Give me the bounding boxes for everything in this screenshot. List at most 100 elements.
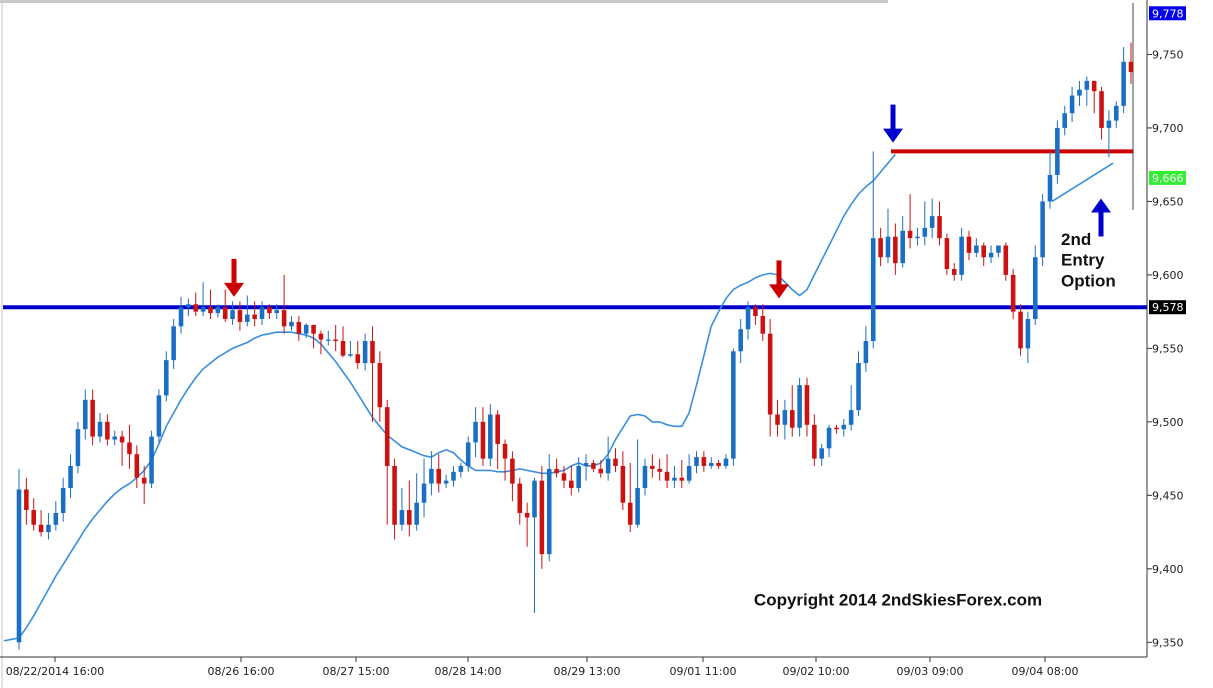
candle-body <box>782 410 788 425</box>
candle-body <box>473 421 478 443</box>
candle-body <box>75 429 81 466</box>
candle-body <box>701 457 707 466</box>
candle-body <box>149 436 154 484</box>
candle <box>1113 101 1119 128</box>
candle-body <box>267 307 272 314</box>
candle <box>281 274 287 334</box>
candle <box>951 263 957 281</box>
candle <box>605 436 611 481</box>
candle-body <box>31 510 37 525</box>
candle-body <box>1047 174 1053 202</box>
candle-body <box>105 421 110 440</box>
candle-body <box>738 329 743 352</box>
candle-body <box>60 487 66 513</box>
candle-body <box>451 471 456 481</box>
candle <box>1099 86 1104 140</box>
candle <box>127 424 132 469</box>
candle <box>620 451 626 511</box>
window-top-bar <box>0 0 888 3</box>
candle-body <box>539 480 545 555</box>
candle-body <box>775 414 780 425</box>
candle-body <box>1018 311 1023 349</box>
candle-body <box>893 236 898 264</box>
candle-body <box>650 465 655 469</box>
candle <box>289 316 294 331</box>
moving-average-line <box>3 153 896 642</box>
candle <box>760 304 766 342</box>
candle-body <box>694 457 699 466</box>
candle <box>90 389 95 446</box>
candle-body <box>495 414 500 444</box>
candle-body <box>834 427 839 430</box>
candle-body <box>1106 120 1112 128</box>
candle-body <box>1069 95 1075 114</box>
candle-body <box>996 245 1001 253</box>
candle <box>532 477 537 613</box>
candle <box>885 208 891 264</box>
candle <box>635 439 640 528</box>
candle-body <box>716 463 721 466</box>
arrow-shaft <box>890 104 896 131</box>
price-tag-bg <box>1149 300 1186 315</box>
candle <box>458 463 464 478</box>
candle-body <box>274 310 280 314</box>
candle <box>75 421 81 474</box>
arrow-shaft <box>776 260 782 287</box>
x-tick-label: 08/22/2014 16:00 <box>6 665 105 678</box>
candle <box>1062 105 1068 136</box>
candle <box>627 463 633 533</box>
x-tick-label: 09/01 11:00 <box>670 665 737 678</box>
candle-body <box>68 465 73 488</box>
arrow-shaft <box>231 258 237 285</box>
candle <box>222 289 228 322</box>
candle-body <box>723 458 729 466</box>
candle <box>141 465 147 505</box>
candle <box>392 458 397 540</box>
candle-body <box>245 314 250 322</box>
candle <box>834 424 839 434</box>
candle <box>517 477 523 525</box>
candle-body <box>392 465 397 525</box>
candle <box>900 216 905 268</box>
candle <box>399 487 405 531</box>
candle <box>650 454 655 478</box>
candle-body <box>90 399 95 437</box>
candle <box>826 424 832 458</box>
candle-body <box>900 230 905 264</box>
candle-body <box>591 463 596 469</box>
candle <box>31 498 37 531</box>
candle-body <box>311 324 316 334</box>
candle <box>1032 245 1038 325</box>
candle <box>451 465 456 487</box>
candle-body <box>38 524 44 533</box>
candle <box>856 351 861 416</box>
candle <box>679 460 685 488</box>
candle-body <box>237 310 243 322</box>
candle-body <box>517 483 523 513</box>
candle <box>16 468 22 650</box>
candle <box>436 454 442 493</box>
candle <box>267 304 272 319</box>
arrow-head <box>224 282 244 297</box>
x-tick-label: 09/02 10:00 <box>783 665 850 678</box>
candle <box>591 460 596 472</box>
candle <box>53 501 59 531</box>
candle <box>465 436 471 472</box>
candle-body <box>988 252 994 258</box>
candle-body <box>429 468 434 484</box>
candle-body <box>1055 127 1060 175</box>
candle-body <box>848 410 854 425</box>
candle <box>502 439 508 481</box>
candle-body <box>362 341 368 364</box>
candle <box>789 385 795 437</box>
candle-body <box>112 436 118 440</box>
candle <box>237 301 243 331</box>
candle <box>922 201 928 246</box>
candle-body <box>443 480 449 484</box>
candle-body <box>178 307 184 327</box>
candle-body <box>981 245 986 258</box>
candle-body <box>407 510 412 525</box>
candle-body <box>546 468 552 555</box>
